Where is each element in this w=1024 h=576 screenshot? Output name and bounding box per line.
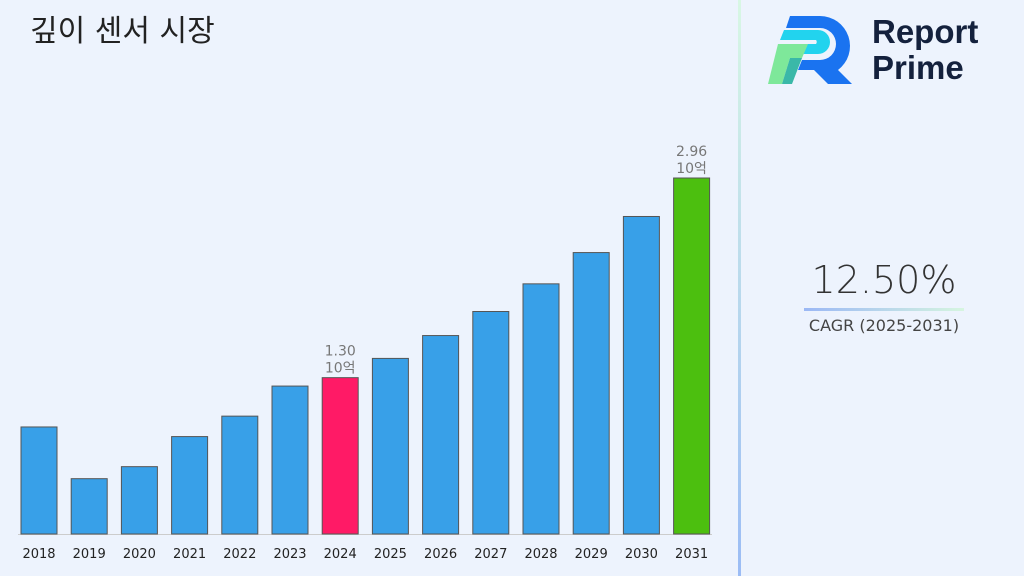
bar-2025 — [371, 357, 409, 535]
logo-line1: Report — [872, 13, 979, 50]
logo-line2: Prime — [872, 49, 964, 86]
x-tick-label: 2027 — [474, 547, 507, 562]
bar-2020 — [120, 466, 158, 535]
data-label-unit: 10억 — [676, 161, 707, 177]
x-tick-label: 2021 — [173, 547, 206, 562]
x-tick-label: 2022 — [223, 547, 256, 562]
bar-2026 — [422, 335, 460, 535]
bar-2027 — [472, 311, 510, 535]
chart-title: 깊이 센서 시장 — [30, 14, 215, 49]
data-label-value: 2.96 — [676, 144, 707, 160]
bar-2024 — [321, 377, 359, 535]
bar-2031 — [673, 177, 711, 535]
x-tick-label: 2023 — [273, 547, 306, 562]
x-tick-label: 2024 — [324, 547, 357, 562]
x-tick-label: 2026 — [424, 547, 457, 562]
x-tick-label: 2018 — [22, 547, 55, 562]
x-tick-label: 2031 — [675, 547, 708, 562]
report-prime-logo-icon — [768, 16, 852, 84]
divider — [738, 0, 741, 576]
bar-2021 — [171, 436, 209, 535]
x-tick-label: 2019 — [73, 547, 106, 562]
x-tick-label: 2030 — [625, 547, 658, 562]
bar-2028 — [522, 283, 560, 535]
cagr-underline — [804, 308, 964, 311]
bar-2029 — [572, 252, 610, 535]
logo-text: Report Prime — [872, 14, 978, 86]
x-tick-label: 2029 — [575, 547, 608, 562]
bar-2022 — [221, 415, 259, 535]
x-tick-label: 2020 — [123, 547, 156, 562]
x-tick-label: 2028 — [524, 547, 557, 562]
data-label-value: 1.30 — [325, 344, 356, 360]
bar-2023 — [271, 385, 309, 535]
bar-2019 — [70, 478, 108, 535]
bar-2030 — [622, 215, 660, 535]
data-label-unit: 10억 — [325, 361, 356, 377]
bar-2018 — [20, 426, 58, 535]
cagr-value: 12.50% — [811, 258, 957, 302]
x-tick-label: 2025 — [374, 547, 407, 562]
cagr-label: CAGR (2025-2031) — [808, 316, 960, 335]
